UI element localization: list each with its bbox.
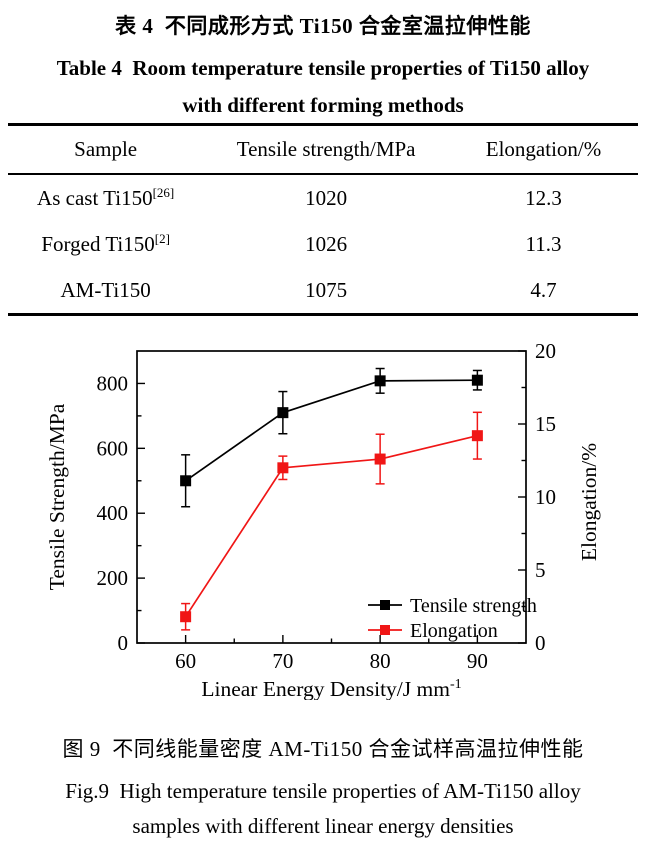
sample-cell: As cast Ti150[26] xyxy=(8,174,203,221)
right-tick-label: 0 xyxy=(535,631,546,655)
x-axis: 60 70 80 90 Linear Energy Density/J mm-1 xyxy=(175,635,488,700)
legend-marker xyxy=(380,625,390,635)
properties-table: Sample Tensile strength/MPa Elongation/%… xyxy=(8,123,638,316)
left-tick-label: 600 xyxy=(97,436,129,460)
table-row: As cast Ti150[26] 1020 12.3 xyxy=(8,174,638,221)
table-title-zh: 表 4 不同成形方式 Ti150 合金室温拉伸性能 xyxy=(115,14,531,38)
figure-caption-en-line2: samples with different linear energy den… xyxy=(132,814,514,838)
right-tick-label: 10 xyxy=(535,485,556,509)
data-point-marker xyxy=(471,374,483,386)
figure-caption-zh: 图 9 不同线能量密度 AM-Ti150 合金试样高温拉伸性能 xyxy=(62,737,584,761)
left-axis-title: Tensile Strength/MPa xyxy=(45,403,69,590)
data-point-marker xyxy=(277,462,289,474)
x-axis-title: Linear Energy Density/J mm-1 xyxy=(201,677,461,700)
col-header-sample: Sample xyxy=(8,124,204,175)
legend-label: Elongation xyxy=(410,620,498,642)
elongation-series xyxy=(180,411,483,631)
sample-name: AM-Ti150 xyxy=(60,277,151,302)
legend-marker xyxy=(380,600,390,610)
y-axis-left: 0 200 400 600 800 Tensile Strength/MPa xyxy=(45,371,145,655)
x-tick-label: 70 xyxy=(272,649,293,673)
table-row: Forged Ti150[2] 1026 11.3 xyxy=(8,221,638,267)
legend: Tensile strength Elongation xyxy=(368,595,537,642)
data-point-marker xyxy=(180,475,192,487)
right-axis-title: Elongation/% xyxy=(577,443,601,561)
tensile-strength-series xyxy=(180,367,483,508)
left-tick-label: 800 xyxy=(97,371,129,395)
left-tick-label: 200 xyxy=(97,566,129,590)
left-tick-label: 400 xyxy=(97,501,129,525)
legend-label: Tensile strength xyxy=(410,595,537,617)
elongation-cell: 4.7 xyxy=(530,277,557,302)
right-tick-label: 20 xyxy=(535,339,556,363)
x-tick-label: 80 xyxy=(370,649,391,673)
sample-name: As cast Ti150 xyxy=(37,185,153,210)
right-tick-label: 15 xyxy=(535,412,556,436)
col-header-tensile-strength: Tensile strength/MPa xyxy=(203,124,449,175)
left-tick-label: 0 xyxy=(118,631,129,655)
tensile-strength-cell: 1020 xyxy=(305,185,348,210)
x-tick-label: 90 xyxy=(467,649,488,673)
table-title-en-line2: with different forming methods xyxy=(182,93,464,117)
data-point-marker xyxy=(471,430,483,442)
col-header-elongation: Elongation/% xyxy=(448,124,638,175)
table-row: AM-Ti150 1075 4.7 xyxy=(8,267,638,315)
x-tick-label: 60 xyxy=(175,649,196,673)
y-axis-right: 0 5 10 15 20 Elongation/% xyxy=(518,339,601,655)
data-point-marker xyxy=(374,375,386,387)
data-point-marker xyxy=(374,453,386,465)
table-title-en-line1: Table 4 Room temperature tensile propert… xyxy=(56,56,590,80)
sample-cell: AM-Ti150 xyxy=(8,267,203,315)
series-line xyxy=(185,379,478,482)
reference-superscript: [2] xyxy=(154,230,170,246)
legend-entry: Tensile strength xyxy=(368,595,537,617)
series-line xyxy=(184,434,478,618)
data-point-marker xyxy=(180,611,192,623)
right-tick-label: 5 xyxy=(535,558,546,582)
elongation-cell: 11.3 xyxy=(525,231,562,256)
figure-caption-en-line1: Fig.9 High temperature tensile propertie… xyxy=(65,779,581,803)
reference-superscript: [26] xyxy=(152,184,175,200)
table-header-row: Sample Tensile strength/MPa Elongation/% xyxy=(8,124,638,175)
elongation-cell: 12.3 xyxy=(525,185,562,210)
legend-entry: Elongation xyxy=(368,620,498,642)
sample-name: Forged Ti150 xyxy=(41,231,155,256)
sample-cell: Forged Ti150[2] xyxy=(8,221,203,267)
data-point-marker xyxy=(277,407,289,419)
tensile-strength-cell: 1075 xyxy=(305,277,348,302)
tensile-strength-cell: 1026 xyxy=(305,231,348,256)
